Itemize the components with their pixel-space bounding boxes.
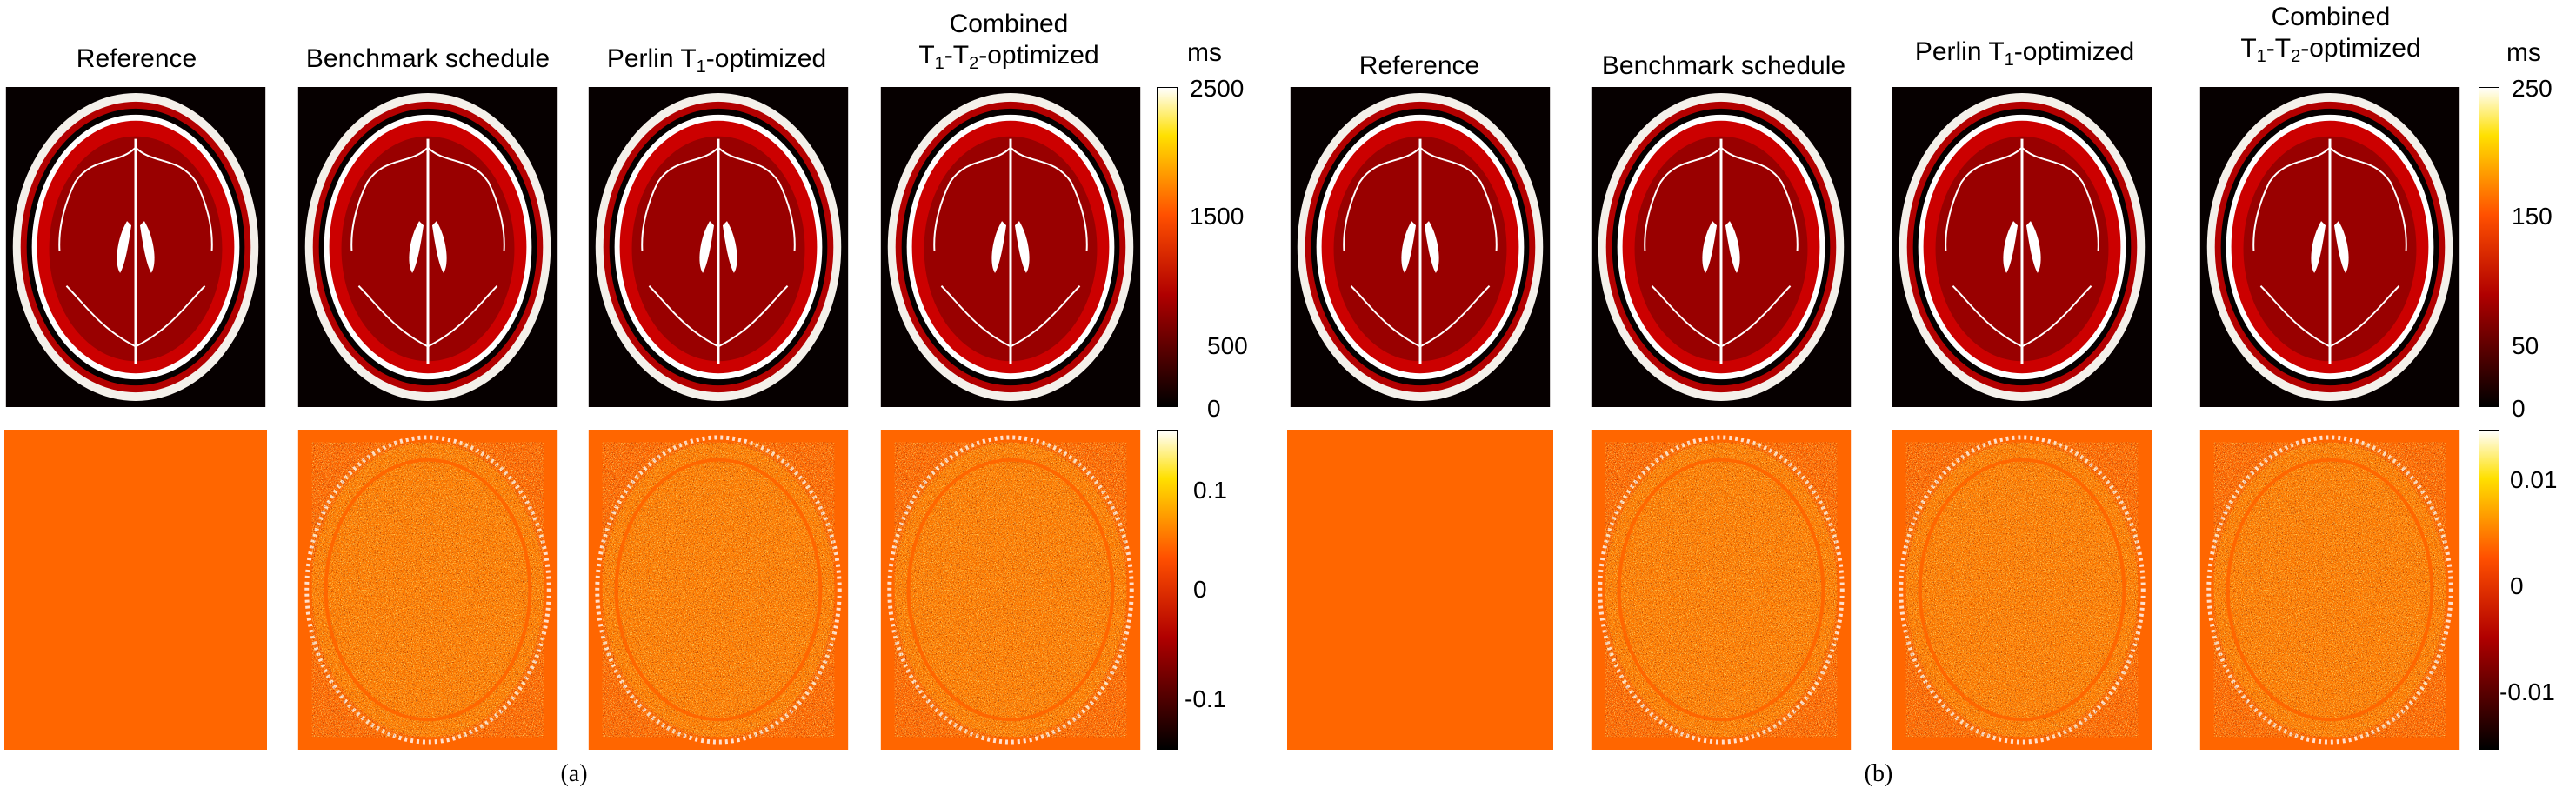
tick-label: 0.1 <box>1193 477 1227 504</box>
map-benchmark-b <box>1588 87 1854 407</box>
map-perlin-b <box>1889 87 2155 407</box>
tick-label: -0.01 <box>2499 678 2555 705</box>
tick-label: 500 <box>1207 332 1248 359</box>
title-text: Perlin T <box>606 44 697 73</box>
title-line1: Combined <box>949 10 1069 38</box>
column-title-combined-b: Combined T1-T2-optimized <box>2240 2 2421 66</box>
tick-label: 1500 <box>1190 203 1245 230</box>
caption-a: (a) <box>560 760 588 787</box>
tick-label: 150 <box>2512 203 2553 230</box>
title-text: -optimized <box>705 44 827 73</box>
map-perlin-a <box>587 87 850 407</box>
title-sub: 1 <box>934 54 944 73</box>
title-text: T <box>918 41 935 70</box>
map-combined-a <box>878 87 1143 407</box>
title-sub: 1 <box>696 57 706 77</box>
unit-label-b: ms <box>2506 38 2541 67</box>
column-title-perlin-t1-b: Perlin T1-optimized <box>1914 37 2135 70</box>
title-text: Perlin T <box>1914 37 2005 66</box>
column-title-reference-a: Reference <box>76 44 197 73</box>
title-text: -optimized <box>2300 34 2421 63</box>
title-text: -T <box>2266 34 2292 63</box>
title-text: -optimized <box>978 41 1099 70</box>
tick-label: 250 <box>2512 75 2553 102</box>
error-benchmark-a <box>296 430 560 750</box>
map-reference-a <box>4 87 267 407</box>
title-sub: 1 <box>2004 50 2014 70</box>
error-perlin-b <box>1889 430 2155 750</box>
error-combined-a <box>878 430 1143 750</box>
error-benchmark-b <box>1588 430 1854 750</box>
column-title-benchmark-a: Benchmark schedule <box>305 44 551 73</box>
map-combined-b <box>2197 87 2463 407</box>
colorbar-top-a <box>1157 87 1178 407</box>
title-text: -T <box>944 41 970 70</box>
title-sub: 2 <box>2291 47 2301 66</box>
map-benchmark-a <box>296 87 560 407</box>
column-title-benchmark-b: Benchmark schedule <box>1601 51 1846 80</box>
error-reference-a <box>4 430 267 750</box>
colorbar-bottom-a <box>1157 430 1178 750</box>
tick-label: 2500 <box>1190 75 1245 102</box>
error-combined-b <box>2197 430 2463 750</box>
colorbar-top-b <box>2479 87 2499 407</box>
title-sub: 1 <box>2256 47 2266 66</box>
title-text: -optimized <box>2013 37 2135 66</box>
caption-b: (b) <box>1864 760 1893 787</box>
map-reference-b <box>1287 87 1553 407</box>
error-reference-b <box>1287 430 1553 750</box>
tick-label: 0 <box>2512 395 2526 422</box>
column-title-reference-b: Reference <box>1358 51 1480 80</box>
title-line2: T1-T2-optimized <box>2240 33 2421 66</box>
error-perlin-a <box>587 430 850 750</box>
title-line1: Combined <box>2271 3 2391 31</box>
tick-label: 0.01 <box>2510 466 2558 493</box>
colorbar-bottom-b <box>2479 430 2499 750</box>
title-line2: T1-T2-optimized <box>918 40 1099 73</box>
tick-label: -0.1 <box>1185 685 1227 712</box>
title-sub: 2 <box>969 54 979 73</box>
tick-label: 50 <box>2512 332 2539 359</box>
tick-label: 0 <box>1193 576 1207 603</box>
unit-label-a: ms <box>1187 38 1222 67</box>
title-text: T <box>2240 34 2257 63</box>
column-title-perlin-t1-a: Perlin T1-optimized <box>606 43 827 77</box>
tick-label: 0 <box>2510 572 2524 599</box>
column-title-combined-a: Combined T1-T2-optimized <box>918 9 1099 73</box>
tick-label: 0 <box>1207 395 1221 422</box>
